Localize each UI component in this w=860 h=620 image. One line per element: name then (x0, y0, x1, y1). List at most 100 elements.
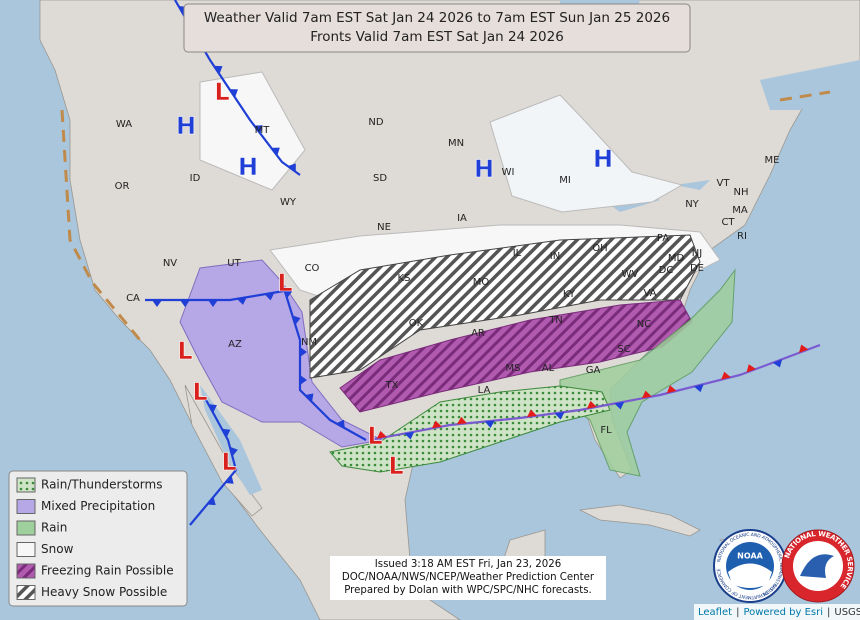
state-label: FL (600, 425, 612, 436)
snow-area (489, 94, 684, 213)
issued-line: Prepared by Dolan with WPC/SPC/NHC forec… (344, 585, 592, 596)
state-label: NH (734, 187, 749, 198)
state-label: CA (126, 293, 140, 304)
gulf-of-california (200, 385, 262, 495)
state-label: AR (471, 328, 485, 339)
state-label: AZ (228, 339, 242, 350)
issued-background (330, 556, 606, 600)
legend-swatch (16, 477, 36, 493)
attribution-link[interactable]: Leaflet (698, 607, 732, 618)
front-symbol (526, 409, 537, 418)
state-label: CO (305, 263, 320, 274)
state-label: MA (732, 205, 748, 216)
attribution: Leaflet | Powered by Esri | USGS (694, 604, 860, 620)
legend-label: Mixed Precipitation (41, 499, 155, 513)
low-pressure: L (221, 448, 236, 476)
state-label: NE (377, 222, 391, 233)
front-symbol (431, 420, 442, 429)
state-labels: WA OR ID MT WY NV UT CO AZ NM ND SD NE KS OK TX MN IA MO AR… (115, 117, 780, 436)
front-symbol (152, 300, 162, 307)
front-symbol (208, 300, 218, 307)
state-label: WI (502, 167, 515, 178)
legend-label: Snow (41, 542, 74, 556)
header-title: Weather Valid 7am EST Sat Jan 24 2026 to… (204, 10, 670, 26)
state-label: ME (765, 155, 780, 166)
front-symbol (746, 364, 756, 373)
front-symbol (376, 430, 387, 439)
front-symbol (666, 385, 677, 394)
state-label: IA (457, 213, 467, 224)
state-label: SC (617, 344, 630, 355)
high-pressure: H (593, 145, 613, 173)
state-label: MS (506, 363, 521, 374)
front-symbol (236, 297, 247, 305)
boundary-dash (779, 90, 831, 102)
front-symbol (284, 288, 293, 299)
state-label: WV (622, 269, 639, 280)
state-label: TX (385, 380, 399, 391)
front-symbol (180, 300, 190, 307)
state-label: LA (478, 385, 491, 396)
issued-line: Issued 3:18 AM EST Fri, Jan 23, 2026 (375, 559, 561, 570)
header-subtitle: Fronts Valid 7am EST Sat Jan 24 2026 (310, 29, 564, 45)
state-label: ID (190, 173, 201, 184)
low-pressure: L (367, 422, 382, 450)
front-symbol (484, 420, 495, 428)
boundary-dash (60, 109, 142, 341)
state-label: NJ (692, 248, 702, 259)
front-symbol (772, 359, 783, 368)
front-symbol (693, 384, 704, 393)
front-symbol (292, 315, 301, 325)
attribution-text: Leaflet | Powered by Esri | USGS (698, 607, 860, 618)
attribution-box (694, 604, 860, 620)
attribution-link[interactable]: Powered by Esri (743, 607, 823, 618)
front-symbol (208, 404, 217, 413)
front-symbol (456, 416, 467, 425)
state-label: KY (563, 289, 576, 300)
state-label: OR (115, 181, 130, 192)
state-label: UT (227, 258, 241, 269)
front-symbol (641, 390, 652, 399)
state-label: AL (542, 363, 555, 374)
state-label: DC (659, 265, 674, 276)
front-symbol (254, 125, 263, 134)
legend-swatch (16, 585, 36, 600)
front-symbol (721, 371, 731, 380)
state-label: RI (737, 231, 747, 242)
legend-label: Heavy Snow Possible (41, 585, 167, 599)
high-pressure: H (474, 155, 494, 183)
nws-logo-emblem (800, 554, 834, 578)
front-symbol (229, 446, 238, 457)
front-symbol (614, 401, 625, 410)
front-symbol (271, 147, 280, 156)
low-pressure: L (277, 269, 292, 297)
front-symbol (554, 412, 565, 420)
state-label: CT (721, 217, 735, 228)
front-symbol (300, 347, 307, 357)
state-label: ND (368, 117, 383, 128)
noaa-gull (728, 563, 772, 588)
issued-box: Issued 3:18 AM EST Fri, Jan 23, 2026 DOC/… (330, 556, 606, 600)
attribution-link: USGS (834, 607, 860, 618)
header: Weather Valid 7am EST Sat Jan 24 2026 to… (183, 3, 691, 53)
front-symbol (221, 428, 231, 438)
high-pressure: H (238, 153, 258, 181)
legend-label: Rain/Thunderstorms (41, 478, 162, 492)
logos: NOAA NATIONAL OCEANIC AND ATMOSPHERIC AD… (713, 529, 855, 603)
issued-line: DOC/NOAA/NWS/NCEP/Weather Prediction Cen… (342, 572, 595, 583)
legend: Rain/Thunderstorms Mixed Precipitation Rai… (8, 470, 188, 607)
state-label: IN (550, 251, 560, 262)
state-label: MO (473, 277, 490, 288)
state-label: NC (637, 319, 651, 330)
low-pressure: L (388, 452, 403, 480)
state-label: WA (116, 119, 132, 130)
low-pressure: L (214, 78, 229, 106)
front-symbol (404, 431, 415, 440)
header-box (183, 3, 691, 53)
state-label: WY (280, 197, 297, 208)
front-symbol (213, 65, 223, 75)
legend-swatch (16, 542, 36, 557)
